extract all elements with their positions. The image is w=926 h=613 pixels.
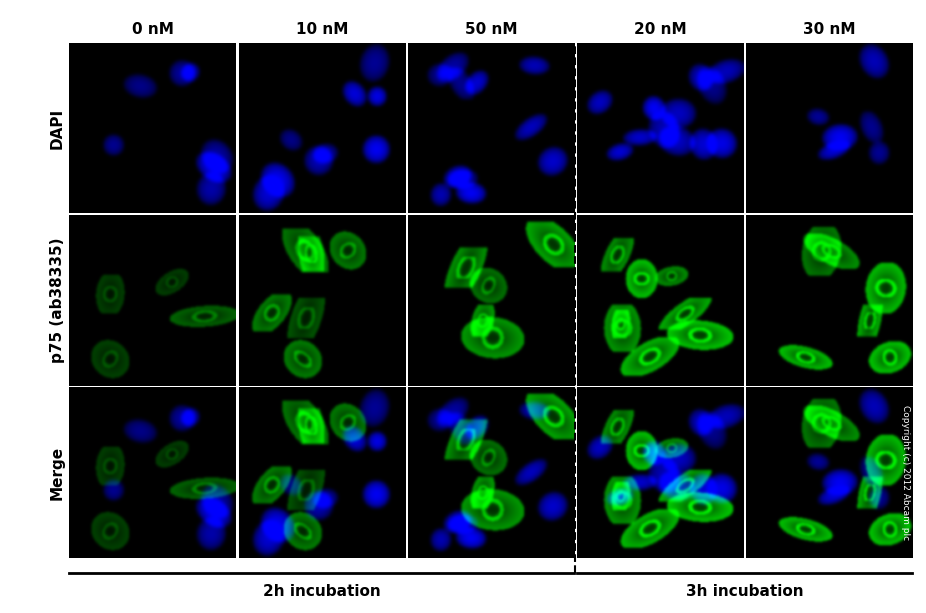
Text: 10 nM: 10 nM bbox=[295, 22, 348, 37]
Text: Copyright (c) 2012 Abcam plc: Copyright (c) 2012 Abcam plc bbox=[901, 405, 910, 540]
Text: 0 nM: 0 nM bbox=[131, 22, 173, 37]
Text: 2h incubation: 2h incubation bbox=[263, 584, 381, 599]
Text: 50 nM: 50 nM bbox=[465, 22, 517, 37]
Text: DAPI: DAPI bbox=[50, 107, 65, 149]
Text: p75 (ab38335): p75 (ab38335) bbox=[50, 238, 65, 363]
Text: 3h incubation: 3h incubation bbox=[685, 584, 803, 599]
Text: 30 nM: 30 nM bbox=[803, 22, 856, 37]
Text: Merge: Merge bbox=[50, 446, 65, 500]
Text: 20 nM: 20 nM bbox=[633, 22, 686, 37]
